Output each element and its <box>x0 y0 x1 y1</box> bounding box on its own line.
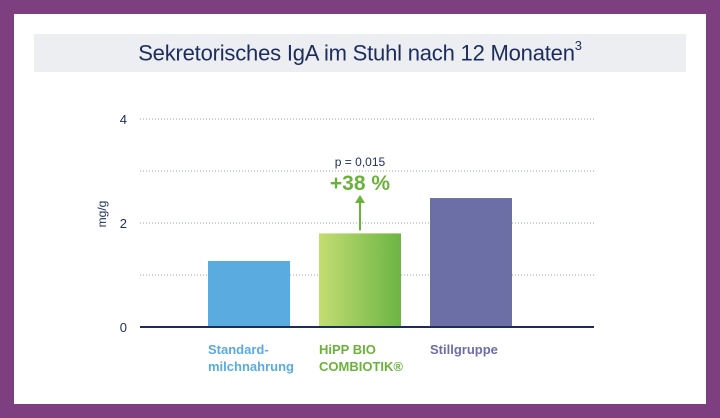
chart-frame: Sekretorisches IgA im Stuhl nach 12 Mona… <box>14 14 706 404</box>
title-bar: Sekretorisches IgA im Stuhl nach 12 Mona… <box>34 34 686 72</box>
y-tick-label: 4 <box>120 112 127 127</box>
x-category-label: HiPP BIO <box>319 342 376 357</box>
y-tick-label: 0 <box>120 320 127 335</box>
bar-0 <box>208 260 290 327</box>
y-tick-label: 2 <box>120 216 127 231</box>
p-value-label: p = 0,015 <box>335 155 386 169</box>
x-category-label: Stillgruppe <box>430 342 498 357</box>
change-percent-label: +38 % <box>330 172 390 195</box>
chart-title: Sekretorisches IgA im Stuhl nach 12 Mona… <box>138 37 582 66</box>
x-category-label: Standard- <box>208 342 269 357</box>
increase-arrow-head <box>355 195 365 203</box>
chart-title-text: Sekretorisches IgA im Stuhl nach 12 Mona… <box>138 40 575 66</box>
y-axis-label: mg/g <box>95 201 109 228</box>
x-category-label: COMBIOTIK® <box>319 359 403 374</box>
footnote-superscript: 3 <box>574 37 582 53</box>
bar-2 <box>430 198 512 327</box>
x-category-label: milchnahrung <box>208 359 294 374</box>
bar-1 <box>319 233 401 327</box>
